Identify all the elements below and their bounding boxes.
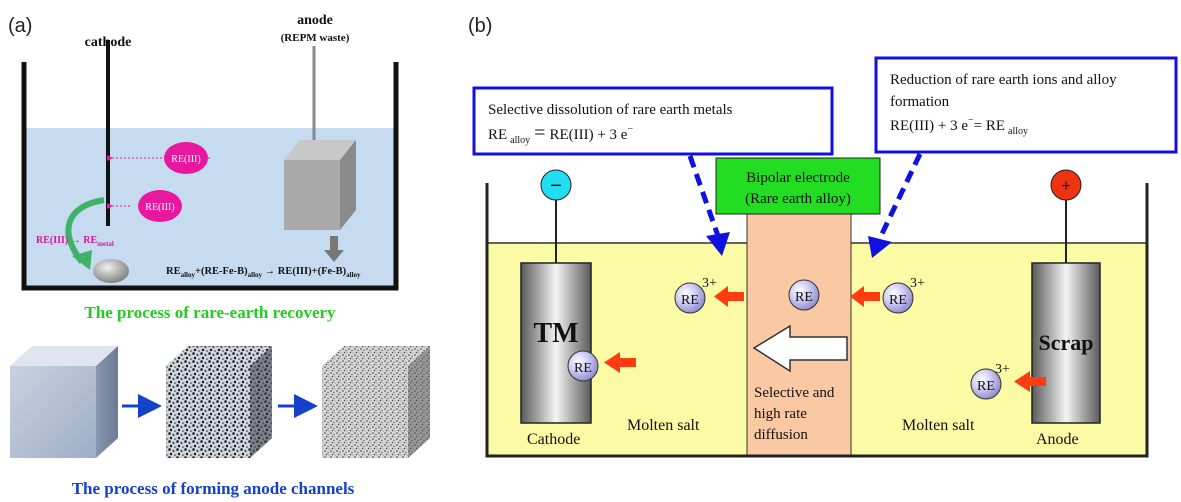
callout-left-equation: RE alloy = RE(III) + 3 e− bbox=[488, 122, 633, 146]
anode-scrap bbox=[1031, 262, 1101, 424]
re-ion-left: RE 3+ bbox=[674, 276, 717, 314]
anode-label-b: Anode bbox=[1036, 431, 1079, 448]
red-arrow-1 bbox=[714, 286, 744, 307]
dashed-arrow-right bbox=[877, 152, 923, 240]
re-atom-bipolar-text: RE bbox=[795, 290, 813, 305]
positive-terminal bbox=[1050, 169, 1082, 201]
re-atom-cathode: RE bbox=[567, 350, 599, 382]
anode-drop-arrow bbox=[324, 236, 344, 262]
dashed-arrow-left bbox=[687, 155, 721, 237]
anode-sub-label: (REPM waste) bbox=[281, 32, 350, 44]
diffusion-line-2: high rate bbox=[754, 406, 807, 422]
panel-a-label: (a) bbox=[8, 15, 32, 37]
cube-channels bbox=[322, 346, 430, 458]
container-a bbox=[21, 62, 399, 291]
caption-recovery: The process of rare-earth recovery bbox=[84, 303, 336, 322]
container-b bbox=[485, 183, 1149, 458]
callout-right-line1: Reduction of rare earth ions and alloy bbox=[890, 72, 1117, 88]
callout-left bbox=[472, 86, 834, 156]
re-ion-left-text: RE bbox=[681, 293, 699, 308]
bipolar-line-2: (Rare earth alloy) bbox=[745, 191, 851, 207]
cube-porous bbox=[166, 346, 272, 458]
anode-block bbox=[284, 140, 356, 230]
cathode-tm-label: TM bbox=[533, 318, 578, 349]
re-ion-right-charge: 3+ bbox=[910, 276, 925, 291]
cathode-tm bbox=[520, 262, 592, 424]
red-arrow-3 bbox=[604, 352, 636, 373]
re-ion-right: RE 3+ bbox=[882, 276, 925, 314]
caption-channels: The process of forming anode channels bbox=[72, 479, 355, 498]
dashed-arrow-right-head bbox=[868, 236, 892, 258]
callout-right-line2: formation bbox=[890, 94, 950, 110]
negative-terminal bbox=[540, 169, 572, 201]
deposit-arrow-head bbox=[72, 250, 92, 270]
diffusion-line-3: diffusion bbox=[754, 427, 808, 443]
ion-label-2: RE(III) bbox=[145, 202, 174, 213]
panel-b: (b) TM − Scrap + Bipolar electrode (Rare… bbox=[468, 15, 1178, 458]
red-arrow-2 bbox=[850, 286, 880, 307]
cathode-label-a: cathode bbox=[85, 35, 132, 50]
bipolar-label-box bbox=[715, 157, 881, 215]
cathode-label-b: Cathode bbox=[527, 431, 580, 448]
diffusion-arrow bbox=[752, 324, 848, 373]
re-ion-anode-text: RE bbox=[977, 379, 995, 394]
bipolar-line-1: Bipolar electrode bbox=[746, 170, 850, 186]
dashed-arrow-left-head bbox=[706, 232, 730, 256]
anode-label-a: anode bbox=[297, 13, 333, 28]
deposit-arrow bbox=[65, 197, 105, 264]
anode-scrap-label: Scrap bbox=[1039, 330, 1094, 355]
ion-bubble-1 bbox=[164, 142, 208, 174]
plus-sign: + bbox=[1061, 178, 1070, 195]
re-atom-bipolar: RE bbox=[788, 279, 820, 311]
ion-label-1: RE(III) bbox=[171, 154, 200, 165]
molten-salt-left: Molten salt bbox=[627, 417, 700, 434]
panel-b-label: (b) bbox=[468, 15, 492, 37]
diffusion-line-1: Selective and bbox=[754, 385, 835, 401]
cathode-reaction: RE(III) → REmetal bbox=[36, 235, 114, 248]
callout-left-line1: Selective dissolution of rare earth meta… bbox=[488, 102, 733, 118]
re-atom-cathode-text: RE bbox=[574, 361, 592, 376]
red-arrow-4 bbox=[1014, 371, 1046, 392]
re-metal-pebble bbox=[93, 259, 129, 283]
re-ion-left-charge: 3+ bbox=[702, 276, 717, 291]
re-ion-anode: RE 3+ bbox=[970, 362, 1010, 400]
callout-right bbox=[874, 56, 1178, 154]
cube-solid bbox=[10, 346, 118, 458]
molten-salt-right: Molten salt bbox=[902, 417, 975, 434]
re-ion-anode-charge: 3+ bbox=[995, 362, 1010, 377]
anode-reaction: REalloy+(RE-Fe-B)alloy → RE(III)+(Fe-B)a… bbox=[166, 266, 361, 279]
ion-bubble-2 bbox=[138, 190, 182, 222]
bipolar-electrode-body bbox=[746, 213, 852, 457]
callout-right-equation: RE(III) + 3 e−= RE alloy bbox=[890, 115, 1028, 137]
panel-a: (a) cathode anode (REPM waste) RE(III) R… bbox=[8, 13, 430, 498]
re-ion-right-text: RE bbox=[889, 293, 907, 308]
minus-sign: − bbox=[550, 175, 562, 197]
